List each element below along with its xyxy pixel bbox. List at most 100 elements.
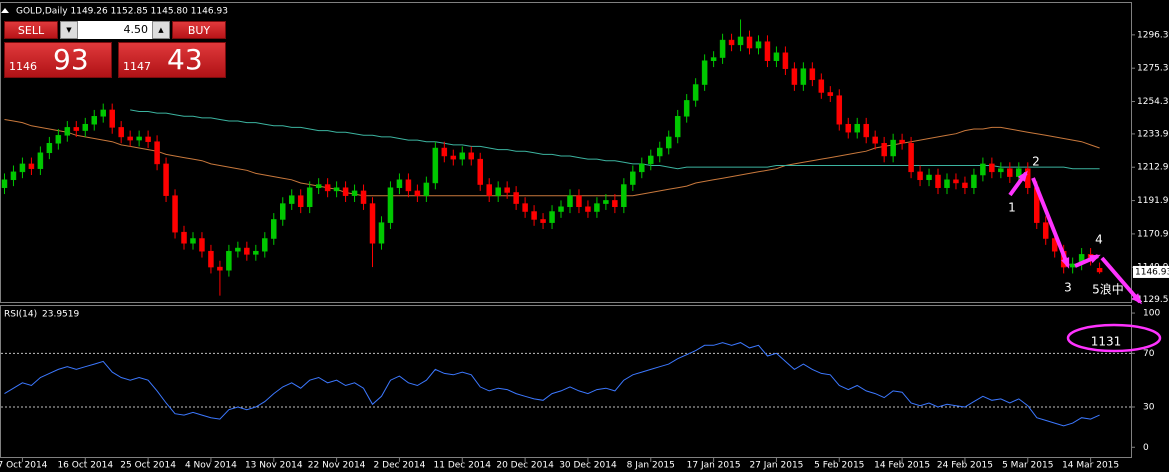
sell-button[interactable]: SELL xyxy=(4,21,58,39)
rsi-title: RSI(14) xyxy=(4,310,37,320)
candle-body xyxy=(414,190,421,196)
candle-body xyxy=(208,250,214,268)
wave-label: 1131 xyxy=(1091,335,1122,349)
candle-body xyxy=(908,143,914,173)
candle-body xyxy=(136,136,142,141)
wave-label: 2 xyxy=(1032,155,1040,169)
candle-body xyxy=(935,174,941,188)
y-tick-label: 30 xyxy=(1143,403,1155,413)
rsi-line xyxy=(4,342,1100,427)
buy-button[interactable]: BUY xyxy=(172,21,226,39)
candle-body xyxy=(333,187,340,192)
y-tick-label: 1191.90 xyxy=(1137,196,1169,206)
candle-body xyxy=(513,192,519,204)
candle-body xyxy=(19,163,26,173)
candle-body xyxy=(244,247,250,255)
candle-body xyxy=(190,238,196,244)
candle-body xyxy=(172,195,178,233)
wave-arrow xyxy=(1031,177,1070,267)
candle-body xyxy=(683,100,690,117)
x-tick-label: 27 Jan 2015 xyxy=(749,461,803,471)
x-tick-label: 24 Feb 2015 xyxy=(937,461,993,471)
candle-body xyxy=(315,184,322,188)
candle-body xyxy=(1007,168,1013,177)
chart-title: GOLD,Daily 1149.26 1152.85 1145.80 1146.… xyxy=(16,7,228,17)
candle-body xyxy=(441,147,448,157)
candle-body xyxy=(522,203,528,212)
ask-price[interactable]: 1147 43 xyxy=(118,42,226,78)
candle-body xyxy=(468,152,474,160)
candle-body xyxy=(701,60,708,85)
x-tick-label: 4 Nov 2014 xyxy=(185,461,237,471)
x-tick-label: 7 Oct 2014 xyxy=(0,461,48,471)
moving-average xyxy=(4,119,1100,197)
candle-body xyxy=(226,250,232,271)
candle-body xyxy=(971,174,977,188)
candle-body xyxy=(827,92,834,96)
candle-body xyxy=(719,39,726,58)
candle-body xyxy=(37,152,44,169)
x-tick-label: 2 Dec 2014 xyxy=(374,461,426,471)
candle-body xyxy=(728,39,735,46)
candle-body xyxy=(612,200,618,208)
lot-up[interactable]: ▲ xyxy=(152,21,170,39)
candle-body xyxy=(782,52,789,69)
candle-body xyxy=(109,109,115,128)
candle-body xyxy=(773,52,780,61)
candle-body xyxy=(809,68,816,81)
x-tick-label: 14 Feb 2015 xyxy=(874,461,930,471)
candle-body xyxy=(917,171,923,181)
candle-body xyxy=(746,36,753,49)
candle-body xyxy=(145,136,151,142)
candle-body xyxy=(558,206,564,212)
chart-icon xyxy=(1,8,9,13)
candle-body xyxy=(100,109,106,117)
lot-down[interactable]: ▼ xyxy=(60,21,78,39)
candle-body xyxy=(73,127,80,131)
candle-body xyxy=(432,147,439,184)
candle-body xyxy=(962,182,968,188)
bid-price[interactable]: 1146 93 xyxy=(4,42,112,78)
candle-body xyxy=(297,195,304,208)
candle-body xyxy=(854,123,860,133)
y-tick-label: 1129.50 xyxy=(1137,295,1169,305)
candle-body xyxy=(82,123,89,131)
candle-body xyxy=(253,250,259,255)
candle-body xyxy=(863,123,869,138)
candle-body xyxy=(944,179,950,188)
candle-body xyxy=(899,139,905,144)
y-tick-label: 1170.90 xyxy=(1137,229,1169,239)
candle-body xyxy=(351,190,358,196)
candle-body xyxy=(235,247,241,252)
arrow-head xyxy=(1017,170,1028,182)
moving-average xyxy=(130,109,1100,170)
arrow-head xyxy=(1061,257,1070,269)
candle-body xyxy=(495,187,501,196)
candle-body xyxy=(576,195,582,208)
candle-body xyxy=(10,171,17,181)
candle-body xyxy=(378,222,385,244)
x-tick-label: 11 Dec 2014 xyxy=(434,461,492,471)
candle-body xyxy=(953,179,959,184)
lot-input[interactable]: 4.50 xyxy=(78,21,152,39)
candle-body xyxy=(477,158,483,185)
candle-body xyxy=(692,84,699,101)
candle-body xyxy=(639,163,645,173)
y-tick-label: 1233.90 xyxy=(1137,129,1169,139)
candle-body xyxy=(989,163,995,173)
candle-body xyxy=(881,143,887,157)
candle-body xyxy=(531,211,537,220)
candle-body xyxy=(710,57,717,61)
candle-body xyxy=(369,203,376,244)
x-tick-label: 17 Jan 2015 xyxy=(687,461,741,471)
candle-body xyxy=(64,127,71,136)
candle-body xyxy=(926,174,932,181)
y-tick-label: 1212.90 xyxy=(1137,163,1169,173)
candle-body xyxy=(998,168,1004,173)
rsi-plot xyxy=(1,342,1131,427)
candle-body xyxy=(603,200,609,204)
candle-body xyxy=(46,143,53,154)
candle-body xyxy=(280,203,286,220)
price-tag-label: 1146.93 xyxy=(1135,267,1169,277)
